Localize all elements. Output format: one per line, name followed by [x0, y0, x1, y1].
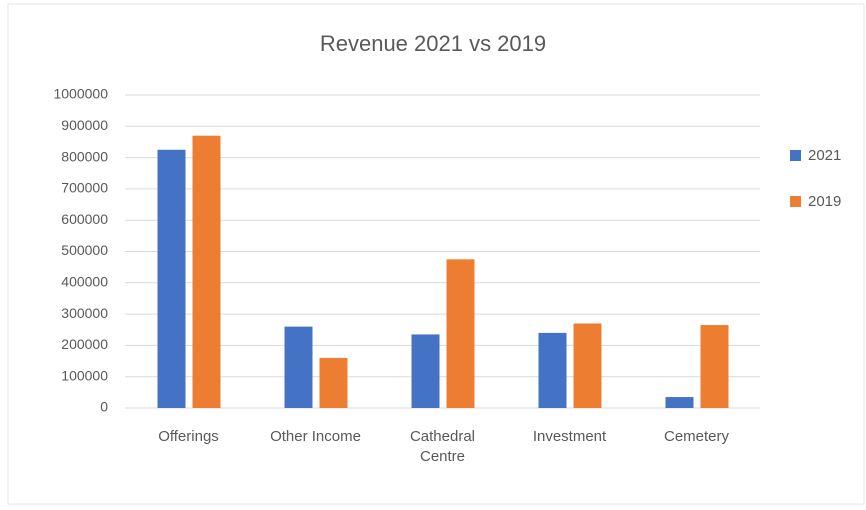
y-tick-label: 0	[100, 399, 108, 415]
bar	[665, 397, 694, 408]
y-tick-label: 1000000	[53, 86, 108, 102]
bar	[157, 149, 186, 408]
x-tick-label: Other Income	[270, 428, 361, 445]
y-tick-label: 100000	[61, 367, 108, 383]
y-tick-label: 300000	[61, 305, 108, 321]
bar	[446, 259, 475, 408]
x-tick-label: Cemetery	[663, 428, 730, 445]
x-tick-label: Cathedral Centre	[409, 428, 476, 465]
bar	[284, 326, 313, 408]
legend-swatch	[790, 150, 801, 161]
bar	[319, 357, 348, 408]
y-tick-label: 800000	[61, 148, 108, 164]
bar	[192, 135, 221, 408]
y-tick-label: 400000	[61, 274, 108, 290]
bar	[573, 323, 602, 408]
y-tick-label: 600000	[61, 211, 108, 227]
y-tick-label: 700000	[61, 180, 108, 196]
bar	[411, 334, 440, 408]
chart-frame	[7, 3, 865, 505]
chart-title: Revenue 2021 vs 2019	[320, 31, 546, 56]
x-tick-label: Investment	[532, 428, 607, 445]
bar	[538, 332, 567, 408]
legend-label: 2019	[808, 193, 841, 210]
x-tick-label: Offerings	[158, 428, 219, 445]
bar	[700, 325, 729, 408]
y-tick-label: 500000	[61, 242, 108, 258]
legend-label: 2021	[808, 147, 841, 164]
legend-swatch	[790, 196, 801, 207]
y-tick-label: 900000	[61, 117, 108, 133]
y-tick-label: 200000	[61, 336, 108, 352]
